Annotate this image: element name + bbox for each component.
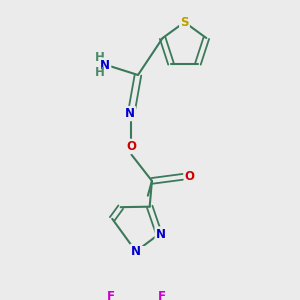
Text: H: H xyxy=(95,66,105,79)
Text: S: S xyxy=(180,16,189,29)
Text: N: N xyxy=(131,245,141,258)
Text: N: N xyxy=(156,228,166,241)
Text: O: O xyxy=(185,170,195,183)
Text: O: O xyxy=(126,140,136,153)
Text: F: F xyxy=(106,290,115,300)
Text: N: N xyxy=(125,107,135,120)
Text: N: N xyxy=(100,58,110,72)
Text: H: H xyxy=(95,51,105,64)
Text: F: F xyxy=(158,290,165,300)
